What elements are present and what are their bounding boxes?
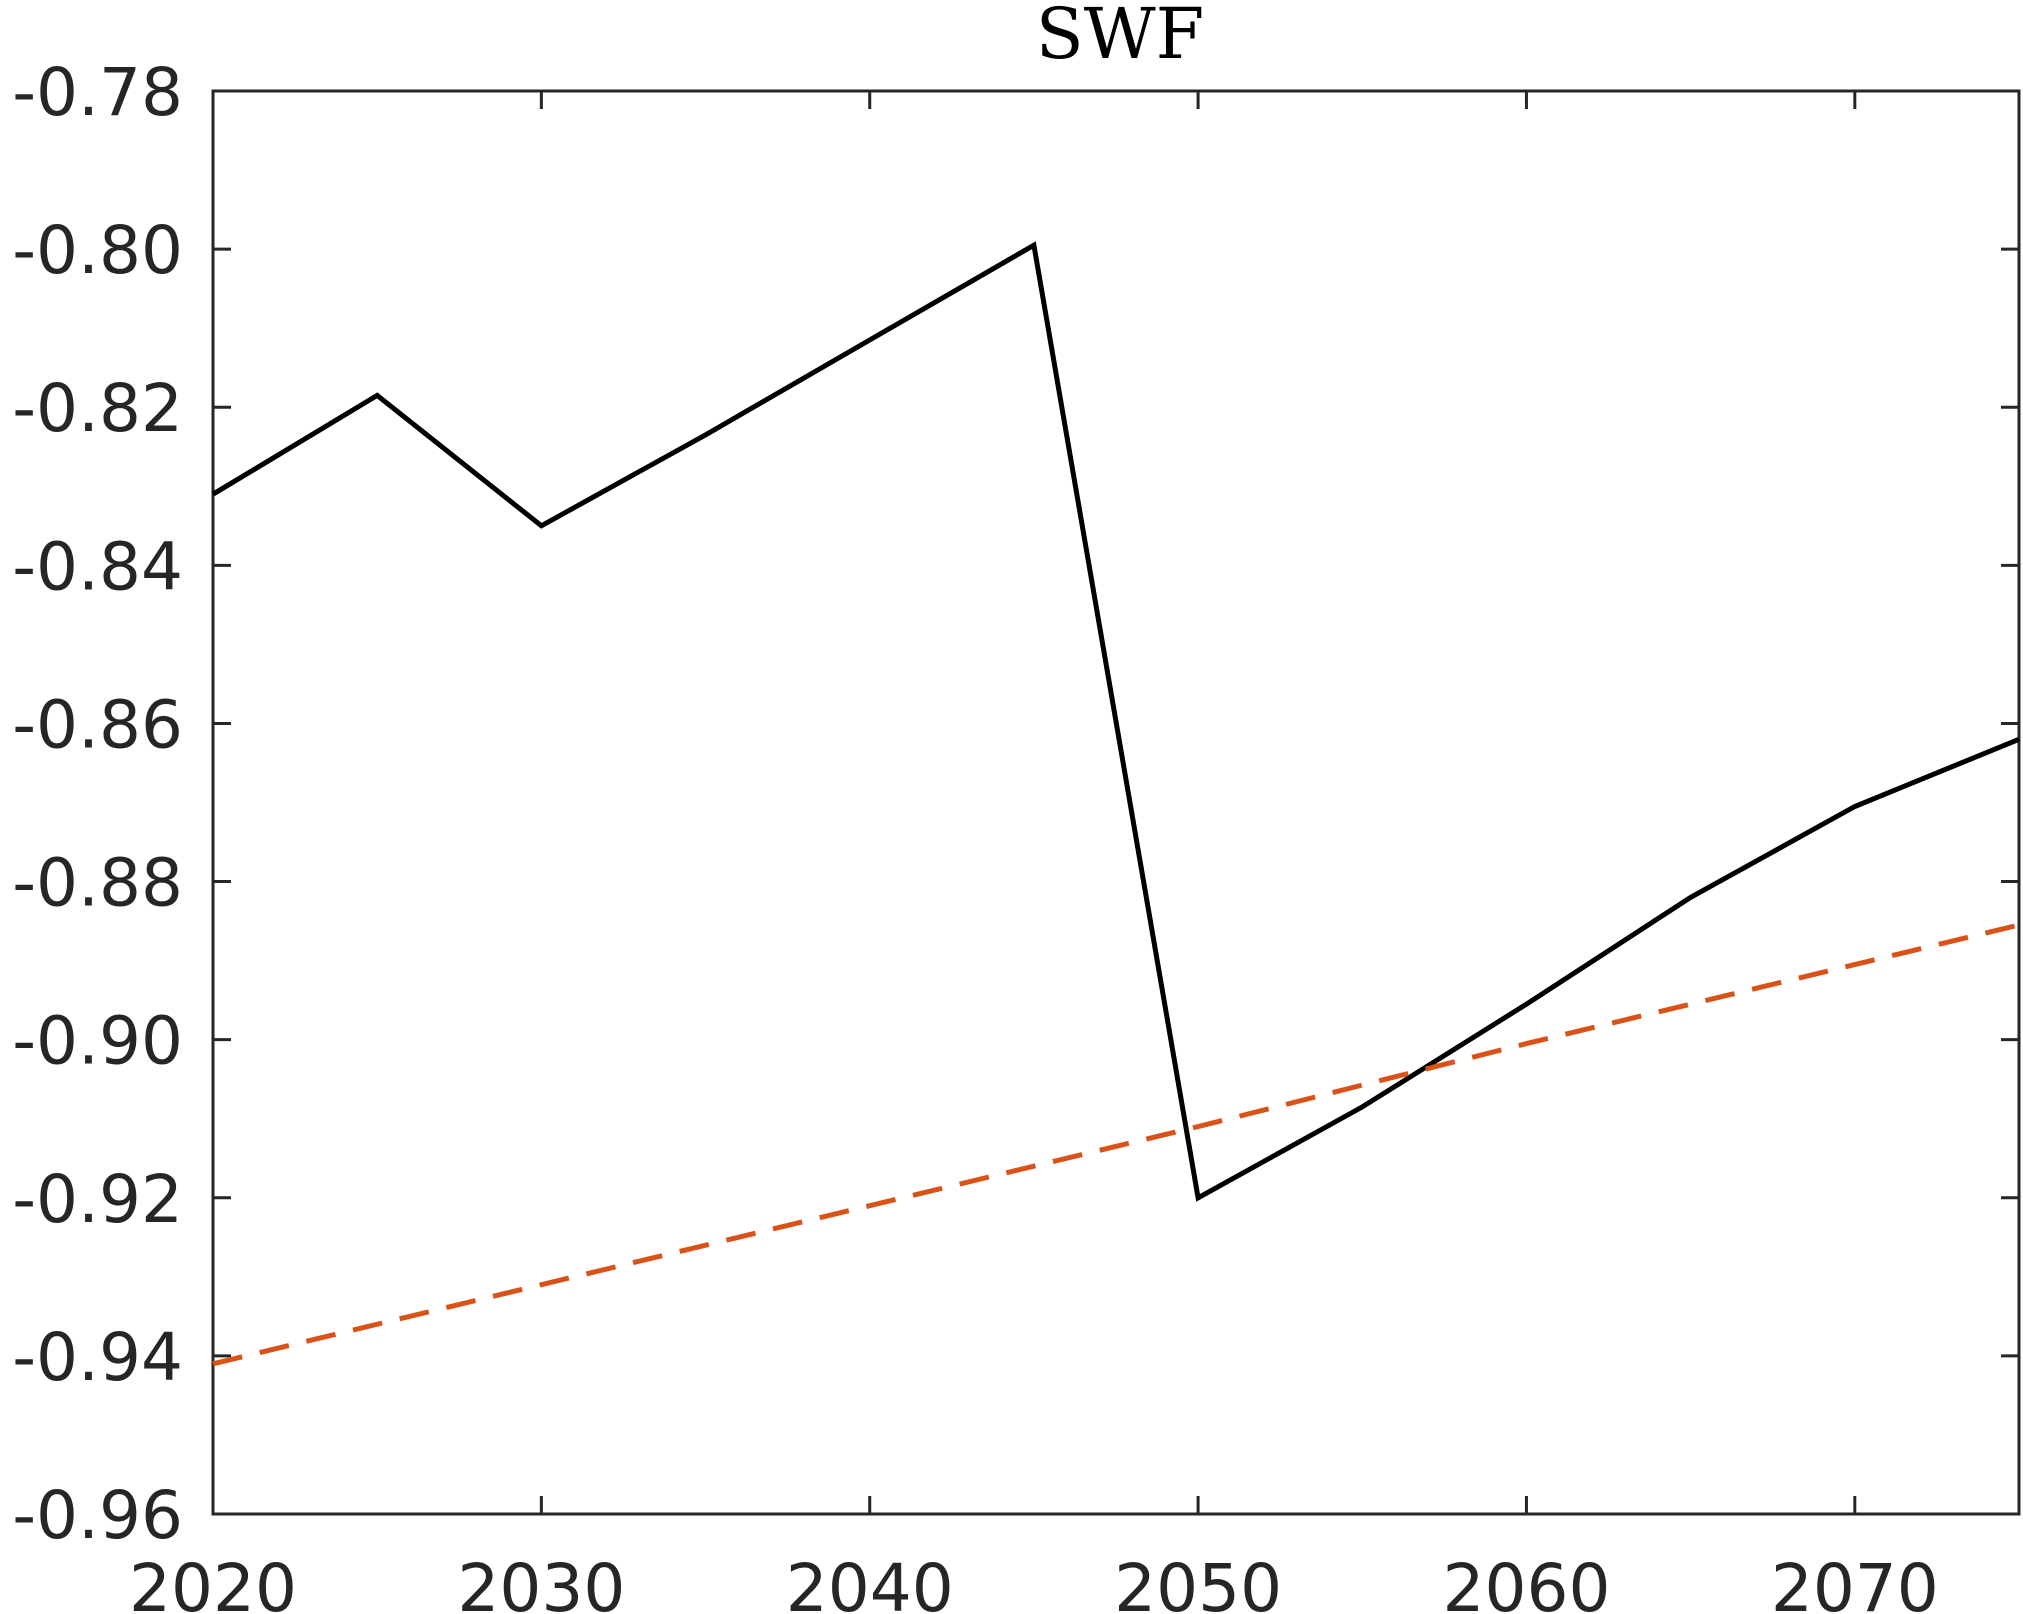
x-tick-label: 2040 xyxy=(786,1550,954,1614)
x-tick-label: 2030 xyxy=(457,1550,625,1614)
y-tick-label: -0.94 xyxy=(12,1319,183,1396)
y-tick-label: -0.88 xyxy=(12,845,183,922)
axis-ticks xyxy=(211,89,2019,1516)
series-line-2-dashed xyxy=(212,922,2020,1367)
series-line-1-solid xyxy=(211,241,2020,1202)
y-tick-label: -0.92 xyxy=(12,1161,183,1238)
y-tick-label: -0.96 xyxy=(12,1477,183,1554)
x-tick-label: 2070 xyxy=(1771,1550,1939,1614)
x-tick-labels: 2020 2030 2040 2050 2060 2070 xyxy=(129,1550,1939,1614)
y-tick-label: -0.82 xyxy=(12,370,183,447)
y-tick-labels: -0.78 -0.80 -0.82 -0.84 -0.86 -0.88 -0.90 -0.92… xyxy=(12,54,183,1554)
y-tick-label: -0.84 xyxy=(12,528,183,605)
series-group xyxy=(211,241,2020,1367)
y-tick-label: -0.86 xyxy=(12,686,183,763)
y-tick-label: -0.80 xyxy=(12,212,183,289)
x-tick-label: 2050 xyxy=(1114,1550,1282,1614)
plot-frame xyxy=(211,89,2021,1516)
y-tick-label: -0.78 xyxy=(12,54,183,131)
y-tick-label: -0.90 xyxy=(12,1003,183,1080)
x-tick-label: 2060 xyxy=(1442,1550,1610,1614)
chart-title: SWF xyxy=(1036,0,1204,75)
x-tick-label: 2020 xyxy=(129,1550,297,1614)
